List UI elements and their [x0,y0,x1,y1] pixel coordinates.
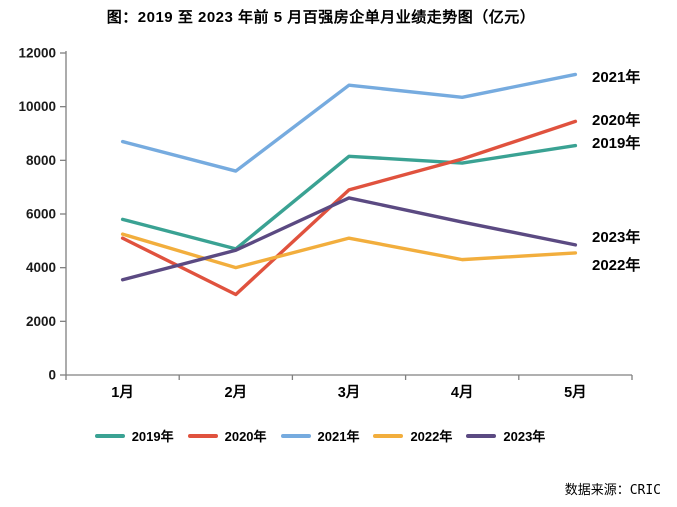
chart-legend: 2019年 2020年 2021年 2022年 2023年 [0,426,640,445]
right-label-2023年: 2023年 [592,228,640,246]
legend-item-2023年: 2023年 [466,426,545,445]
y-tick-label: 10000 [18,99,56,114]
legend-label: 2019年 [131,429,174,444]
legend-swatch [373,433,404,438]
x-category-label: 3月 [338,384,361,401]
series-line-2020年 [120,119,578,297]
right-label-2021年: 2021年 [592,68,640,86]
legend-label: 2022年 [410,429,453,444]
legend-swatch [187,433,218,438]
legend-label: 2020年 [224,429,267,444]
y-tick-label: 4000 [26,260,56,275]
y-tick-label: 12000 [18,46,56,61]
legend-swatch [280,433,311,438]
y-tick-label: 2000 [26,314,56,329]
x-category-label: 2月 [225,384,248,401]
data-source: 数据来源：CRIC [564,483,661,498]
legend-item-2022年: 2022年 [373,426,452,445]
y-tick-label: 0 [48,368,56,383]
chart-title: 图：2019 至 2023 年前 5 月百强房企单月业绩走势图（亿元） [106,9,536,26]
legend-label: 2023年 [503,429,546,444]
right-label-2019年: 2019年 [592,134,640,152]
series-line-2019年 [120,143,578,251]
right-label-2022年: 2022年 [592,256,640,274]
series-line-2021年 [120,72,578,173]
x-category-label: 4月 [451,384,474,401]
series-line-2023年 [120,196,578,282]
x-category-label: 1月 [111,384,134,401]
series-line-2022年 [120,232,578,270]
legend-swatch [466,433,497,438]
legend-item-2021年: 2021年 [280,426,360,445]
y-tick-label: 6000 [26,207,56,222]
legend-item-2019年: 2019年 [94,426,174,445]
legend-item-2020年: 2020年 [187,426,267,445]
x-category-label: 5月 [564,384,587,401]
legend-label: 2021年 [317,429,360,444]
legend-swatch [94,433,125,438]
right-label-2020年: 2020年 [592,111,640,129]
y-tick-label: 8000 [26,153,56,168]
